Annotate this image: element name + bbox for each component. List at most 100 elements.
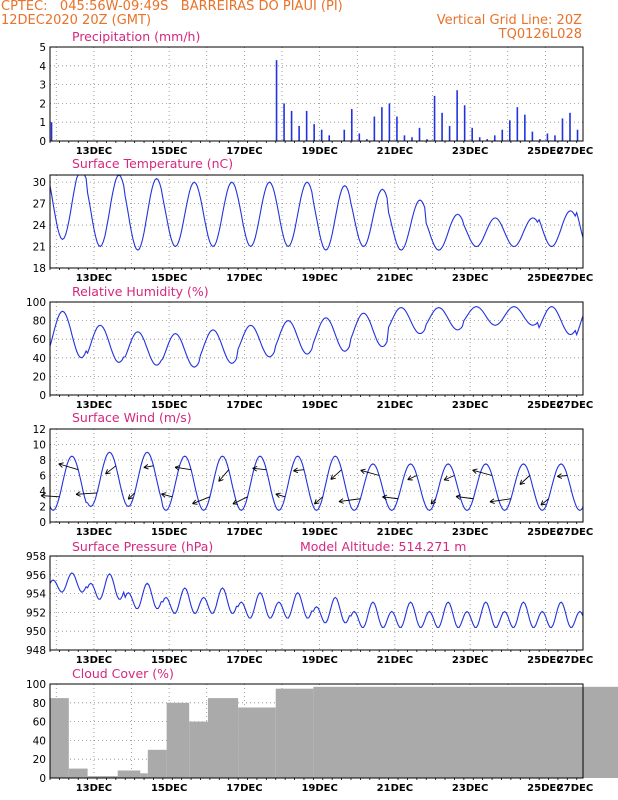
y-tick-label: 80 [33,316,46,328]
y-tick-label: 27 [33,199,46,211]
cloud-bar [140,773,148,778]
wind-arrow-head [314,499,320,505]
y-tick-label: 100 [26,679,46,691]
x-tick-label: 15DEC [151,400,187,411]
x-tick-label: 17DEC [226,273,262,284]
x-tick-label: 25DEC [527,527,563,538]
precip-bar [486,139,489,141]
panel-1: 0 1 2 3 4 5 13DEC 15DEC 17DEC 19DEC 21DEC 23DEC 25DE… [39,29,593,157]
x-tick-label: 13DEC [76,655,112,666]
y-tick-label: 60 [33,717,46,729]
wind-arrow-head [557,473,563,479]
precip-bar [539,139,541,141]
x-tick-label: 27DEC [557,783,593,794]
precip-bar [546,133,549,141]
panel-3: 0 20 40 60 80 100 13DEC 15DEC 17DEC 19DEC 21DEC 23D… [26,284,593,411]
x-tick-label: 25DEC [527,146,563,157]
y-tick-label: 0 [39,390,46,402]
precip-bar [298,125,300,141]
cloud-bar [147,749,167,778]
precip-bar [328,135,331,141]
x-tick-label: 17DEC [226,146,262,157]
y-tick-label: 952 [26,607,46,619]
x-tick-label: 19DEC [301,146,337,157]
cloud-bar [50,698,69,778]
wind-arrow [443,475,455,481]
panel-frame [49,174,584,269]
wind-arrow [472,469,493,476]
wind-arrow-head [143,464,149,470]
wind-arrow-head [489,498,495,504]
panel-5: 948 950 952 954 956 958 13DEC 15DEC 17DEC 19DEC 21… [26,539,593,666]
y-tick-label: 100 [26,297,46,309]
y-tick-label: 40 [33,353,46,365]
wind-arrow [143,465,154,468]
y-tick-label: 948 [26,645,46,657]
wind-arrow-head [58,462,64,468]
wind-arrow [105,465,117,475]
x-tick-label: 27DEC [557,527,593,538]
wind-arrow [218,469,230,482]
precip-bar [569,112,571,141]
y-tick-label: 4 [39,61,46,73]
panel-2: 18 21 24 27 30 13DEC 15DEC 17DEC 19DEC 21DEC 23DEC… [33,156,594,284]
x-tick-label: 25DEC [527,400,563,411]
y-tick-label: 954 [26,589,46,601]
precip-bar [403,135,406,141]
precip-bar [441,112,443,141]
precip-bar [501,129,504,141]
y-tick-label: 0 [39,136,46,148]
cloud-bar [189,721,209,778]
wind-arrow [557,475,568,477]
panel-frame [49,301,584,396]
x-tick-label: 23DEC [452,400,488,411]
wind-arrow [161,493,173,498]
wind-arrow [519,475,531,485]
y-tick-label: 21 [33,242,46,254]
precip-bar [275,60,278,141]
y-tick-label: 956 [26,570,46,582]
panel-title: Surface Wind (m/s) [72,410,192,425]
x-tick-label: 17DEC [226,400,262,411]
precip-bar [388,103,391,141]
x-tick-label: 15DEC [151,146,187,157]
panel-annotation: Model Altitude: 514.271 m [300,539,466,554]
precip-bar [471,127,473,141]
x-tick-label: 23DEC [452,273,488,284]
wind-arrow-head [232,499,238,505]
wind-arrow-head [127,494,134,500]
precip-bar [50,122,53,141]
y-tick-label: 950 [26,626,46,638]
precip-bar [426,139,428,141]
x-tick-label: 21DEC [377,146,413,157]
panel-4: 0 2 4 6 8 10 12 13DEC 15DEC 17DEC 19DEC 21DEC 23DEC 2… [33,410,594,538]
precip-bar [531,131,534,141]
wind-arrow [330,469,342,480]
y-tick-label: 20 [33,754,46,766]
x-tick-label: 21DEC [377,655,413,666]
series-line [49,451,584,512]
cloud-bar [275,688,314,778]
wind-arrow-head [360,468,366,475]
wind-arrow [232,496,248,505]
wind-arrow-head [455,494,461,500]
precip-bar [561,118,564,141]
x-tick-label: 25DEC [527,273,563,284]
precip-bar [493,135,496,141]
series-line [49,306,584,368]
wind-arrow [192,496,211,505]
panel-6: 0 20 40 60 80 100 13DEC 15DEC 17DEC 19DEC 21DEC 23D… [26,666,618,794]
precip-bar [350,109,353,141]
x-tick-label: 13DEC [76,273,112,284]
x-tick-label: 19DEC [301,527,337,538]
x-tick-label: 15DEC [151,273,187,284]
series-line [49,572,584,628]
y-tick-label: 10 [33,440,46,452]
x-tick-label: 17DEC [226,783,262,794]
wind-arrow-head [252,465,258,472]
x-tick-label: 15DEC [151,783,187,794]
x-tick-label: 21DEC [377,783,413,794]
wind-arrow-head [472,468,478,474]
wind-arrow [293,469,305,472]
